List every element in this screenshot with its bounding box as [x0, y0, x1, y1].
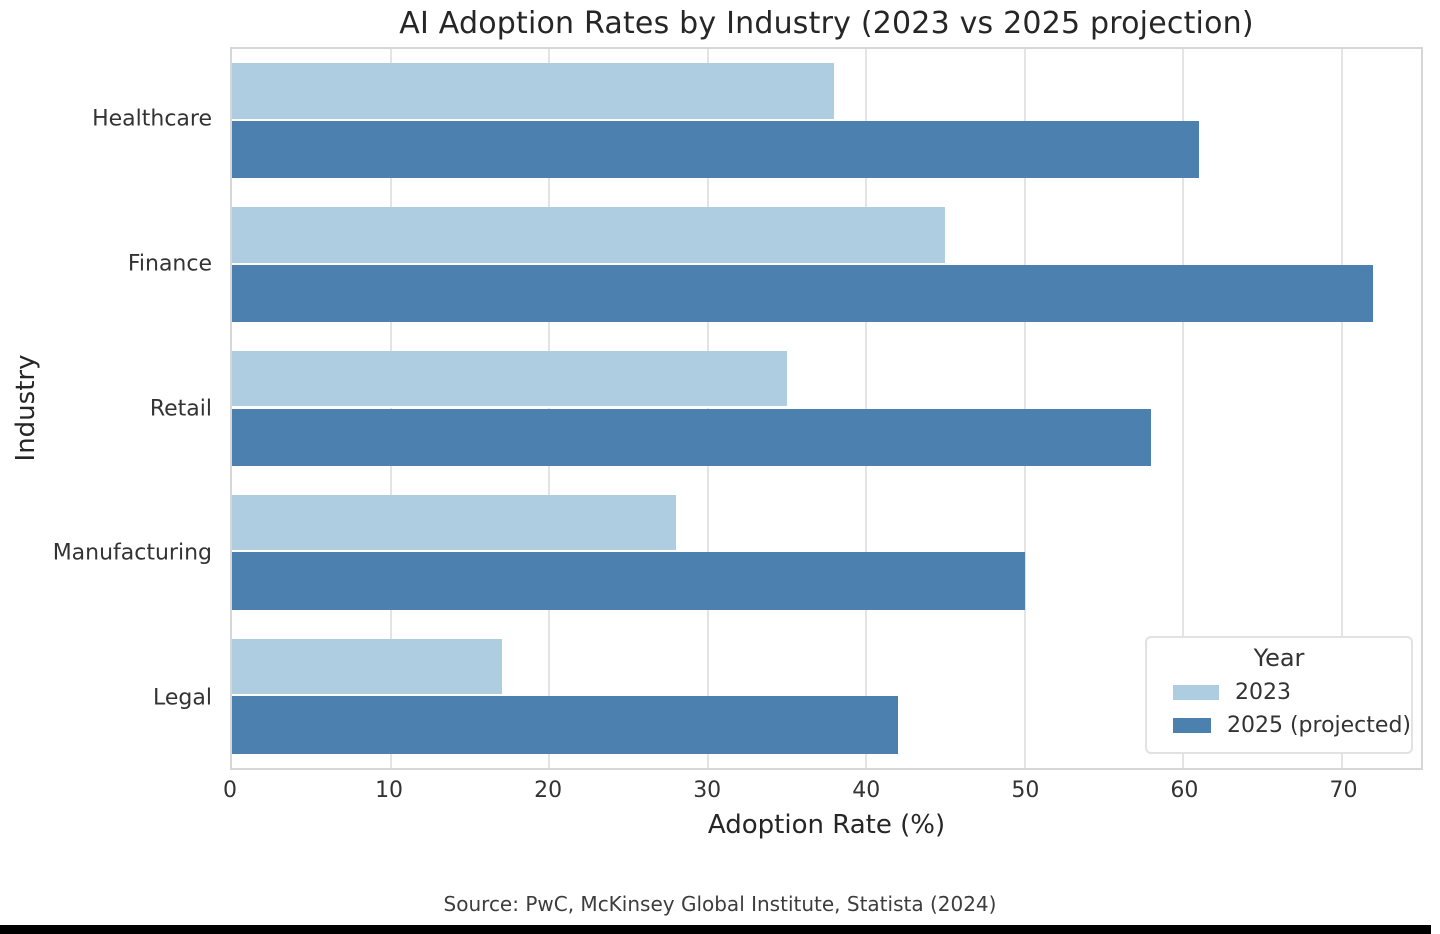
bar-retail-2023: [232, 350, 787, 409]
bar-finance-2025: [232, 264, 1374, 323]
legend-label-2025: 2025 (projected): [1226, 713, 1411, 738]
bar-manufacturing-2023: [232, 494, 676, 553]
gridline: [1340, 49, 1343, 768]
bar-manufacturing-2025: [232, 552, 1025, 610]
bar-healthcare-2025: [232, 120, 1200, 179]
x-tick-10: 10: [375, 778, 404, 803]
legend: Year 2023 2025 (projected): [1145, 636, 1413, 754]
legend-item-2025: 2025 (projected): [1147, 709, 1411, 742]
y-tick-legal: Legal: [153, 685, 212, 711]
chart-title: AI Adoption Rates by Industry (2023 vs 2…: [399, 6, 1254, 41]
y-tick-retail: Retail: [149, 396, 212, 421]
bar-retail-2025: [232, 408, 1152, 467]
source-caption: Source: PwC, McKinsey Global Institute, …: [443, 892, 997, 916]
x-tick-50: 50: [1011, 778, 1040, 803]
x-tick-30: 30: [693, 778, 722, 803]
legend-item-2023: 2023: [1147, 676, 1411, 709]
legend-swatch-2023-icon: [1173, 685, 1219, 700]
legend-label-2023: 2023: [1235, 680, 1291, 705]
x-tick-20: 20: [534, 778, 563, 803]
x-tick-60: 60: [1170, 778, 1199, 803]
y-tick-labels: Healthcare Finance Retail Manufacturing Lega…: [0, 47, 212, 770]
plot-area: Year 2023 2025 (projected): [230, 47, 1423, 770]
bottom-black-bar: [0, 925, 1431, 934]
x-tick-0: 0: [223, 778, 237, 803]
y-tick-manufacturing: Manufacturing: [52, 540, 212, 566]
x-tick-70: 70: [1329, 778, 1358, 803]
legend-title: Year: [1253, 644, 1305, 672]
bar-legal-2023: [232, 638, 502, 697]
bar-legal-2025: [232, 696, 898, 754]
x-tick-40: 40: [852, 778, 881, 803]
y-tick-finance: Finance: [127, 251, 212, 277]
gridline: [1182, 49, 1185, 768]
bar-finance-2023: [232, 207, 946, 265]
bar-healthcare-2023: [232, 63, 835, 121]
x-tick-labels: 0 10 20 30 40 50 60 70: [223, 778, 1423, 808]
legend-swatch-2025-icon: [1173, 718, 1211, 733]
x-axis-label: Adoption Rate (%): [707, 810, 946, 840]
y-tick-healthcare: Healthcare: [92, 106, 212, 132]
